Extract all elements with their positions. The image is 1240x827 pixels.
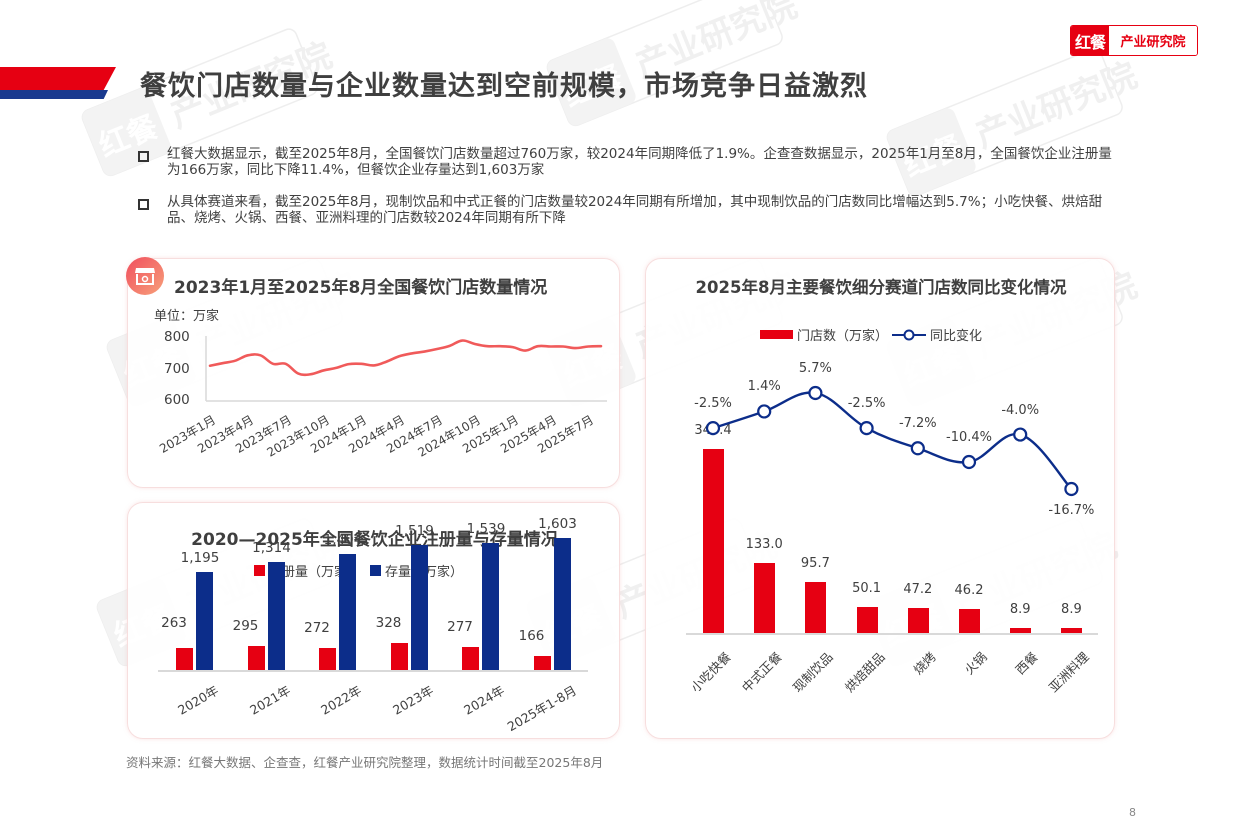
x-tick-label: 2020年 <box>175 682 221 718</box>
bar-value-label: 295 <box>232 617 259 634</box>
logo-brand-name: 产业研究院 <box>1109 26 1197 55</box>
x-axis-line <box>158 670 588 672</box>
segment-store-change-chart-card: 2025年8月主要餐饮细分赛道门店数同比变化情况 门店数（万家） 同比变化 34… <box>645 258 1115 739</box>
bullet-text: 从具体赛道来看，截至2025年8月，现制饮品和中式正餐的门店数量较2024年同期… <box>167 194 1103 226</box>
yoy-value-label: 1.4% <box>747 379 781 395</box>
bar-value-label: 1,314 <box>252 539 291 556</box>
legend-swatch-stock <box>370 565 382 576</box>
bullet-text: 红餐大数据显示，截至2025年8月，全国餐饮门店数量超过760万家，较2024年… <box>167 146 1112 178</box>
registration-bar <box>176 648 193 670</box>
x-tick-label: 2022年 <box>318 682 364 718</box>
bar-value-label: 263 <box>161 615 187 632</box>
brand-logo: 红餐 产业研究院 <box>1070 25 1198 56</box>
summary-bullets: 红餐大数据显示，截至2025年8月，全国餐饮门店数量超过760万家，较2024年… <box>138 146 1118 242</box>
store-count-line-chart-card: 2023年1月至2025年8月全国餐饮门店数量情况 单位：万家 800 700 60… <box>126 257 620 488</box>
chart-legend: 注册量（万家） 存量（万家） <box>254 561 463 580</box>
registration-bar <box>247 645 265 670</box>
stock-bar <box>482 543 499 670</box>
registration-bar <box>390 642 408 670</box>
legend-swatch-registrations <box>254 565 265 576</box>
yoy-value-label: -16.7% <box>1048 503 1095 518</box>
bar-value-label: 328 <box>375 614 402 631</box>
svg-text:产业研究院: 产业研究院 <box>970 55 1143 156</box>
yoy-marker <box>961 454 977 470</box>
bar-value-label: 1,539 <box>466 521 506 538</box>
square-bullet-icon <box>138 151 149 162</box>
bar-value-label: 1,195 <box>180 549 220 566</box>
legend-label: 门店数（万家） <box>797 329 889 344</box>
x-tick-label: 2024年 <box>461 682 507 718</box>
yoy-value-label: -4.0% <box>1001 402 1040 418</box>
stock-bar <box>553 537 571 670</box>
registration-bar <box>319 647 336 670</box>
stock-bar <box>410 544 428 670</box>
bar-value-label: 277 <box>447 619 473 636</box>
stock-bar <box>267 561 285 670</box>
logo-brand-mark: 红餐 <box>1071 26 1109 55</box>
source-note: 资料来源：红餐大数据、企查查，红餐产业研究院整理，数据统计时间截至2025年8月 <box>126 755 604 770</box>
yoy-value-label: -2.5% <box>694 396 732 412</box>
bullet-item: 红餐大数据显示，截至2025年8月，全国餐饮门店数量超过760万家，较2024年… <box>138 146 1118 178</box>
bar-value-label: 1,519 <box>395 522 434 539</box>
yoy-value-label: 5.7% <box>798 361 832 376</box>
yoy-marker <box>757 404 772 419</box>
yoy-marker <box>859 421 874 436</box>
title-accent-red-bar <box>0 67 116 93</box>
stock-bar <box>339 554 356 670</box>
yoy-marker <box>1064 481 1079 497</box>
yoy-change-line-plot <box>705 385 1079 497</box>
yoy-value-label: -7.2% <box>898 416 937 432</box>
registration-bar <box>462 647 479 670</box>
bar-value-label: 272 <box>304 619 330 636</box>
page-title: 餐饮门店数量与企业数量达到空前规模，市场竞争日益激烈 <box>140 71 868 102</box>
store-count-bar <box>805 582 827 633</box>
store-count-line <box>208 339 603 377</box>
bullet-item: 从具体赛道来看，截至2025年8月，现制饮品和中式正餐的门店数量较2024年同期… <box>138 194 1118 226</box>
square-bullet-icon <box>138 199 149 210</box>
registration-bar <box>533 656 551 670</box>
x-tick-label: 2025年1-8月 <box>504 682 579 735</box>
enterprise-registration-bar-chart-card: 2020—2025年全国餐饮企业注册量与存量情况 注册量（万家） 存量（万家） … <box>127 502 620 739</box>
title-accent-blue-bar <box>0 90 108 99</box>
yoy-value-label: -10.4% <box>946 430 992 445</box>
yoy-marker <box>808 385 823 401</box>
x-tick-label: 2021年 <box>246 682 293 718</box>
bar-value-label: 166 <box>518 628 545 645</box>
yoy-value-label: -2.5% <box>847 396 886 412</box>
bar-value-label: 95.7 <box>800 556 830 572</box>
stock-bar <box>196 571 213 670</box>
page-number: 8 <box>1129 806 1136 819</box>
yoy-marker <box>910 441 925 456</box>
yoy-marker <box>705 421 721 436</box>
yoy-marker <box>1013 427 1028 442</box>
bar-value-label: 1,603 <box>538 515 577 532</box>
bar-value-label: 1,404 <box>323 532 363 549</box>
x-tick-label: 2023年 <box>389 682 436 718</box>
